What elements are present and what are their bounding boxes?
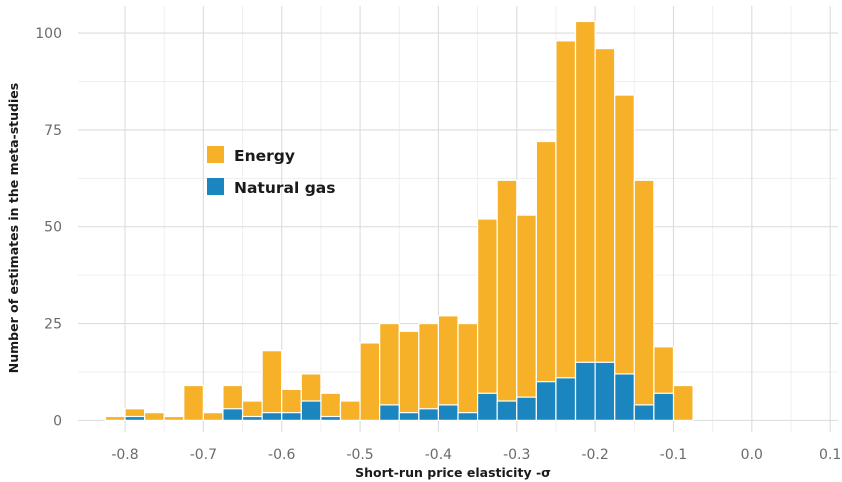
natural-gas-bar	[633, 404, 655, 421]
legend-swatch-natural-gas	[207, 178, 224, 195]
energy-bar	[183, 384, 204, 421]
natural-gas-bar	[281, 412, 302, 421]
y-tick-label: 50	[44, 220, 62, 236]
natural-gas-bar	[555, 377, 577, 421]
y-tick-label: 25	[44, 317, 62, 333]
x-axis-ticks: -0.8 -0.7 -0.6 -0.5 -0.4 -0.3 -0.2 -0.1 0.0 0.1	[111, 447, 841, 463]
natural-gas-bar	[476, 392, 498, 421]
natural-gas-bar	[379, 404, 400, 421]
natural-gas-bar	[574, 361, 596, 421]
x-tick-label: -0.6	[268, 447, 295, 463]
legend-label-energy: Energy	[234, 147, 295, 165]
x-tick-label: 0.0	[741, 447, 763, 463]
x-tick-label: -0.4	[425, 447, 452, 463]
legend-label-natural-gas: Natural gas	[234, 179, 335, 197]
energy-bar	[104, 415, 126, 421]
natural-gas-bar	[516, 396, 537, 421]
x-tick-label: 0.1	[819, 447, 841, 463]
legend: Energy Natural gas	[207, 146, 335, 197]
natural-gas-bar	[222, 408, 244, 421]
y-axis-ticks: 0 25 50 75 100	[35, 26, 62, 429]
natural-gas-bar	[124, 415, 146, 421]
series-natural-gas	[124, 361, 675, 421]
energy-bar	[633, 179, 655, 421]
x-tick-label: -0.5	[346, 447, 373, 463]
x-tick-label: -0.2	[581, 447, 608, 463]
natural-gas-bar	[594, 361, 616, 421]
natural-gas-bar	[535, 381, 557, 421]
energy-bar	[614, 94, 635, 421]
natural-gas-bar	[653, 392, 675, 421]
y-tick-label: 100	[35, 26, 62, 42]
legend-swatch-energy	[207, 146, 224, 163]
natural-gas-bar	[398, 412, 420, 421]
y-axis-title: Number of estimates in the meta-studies	[6, 83, 21, 373]
energy-bar	[418, 322, 440, 421]
y-tick-label: 0	[53, 413, 62, 429]
energy-bar	[261, 350, 283, 421]
x-tick-label: -0.3	[503, 447, 530, 463]
energy-bar	[476, 218, 498, 421]
natural-gas-bar	[320, 415, 342, 421]
energy-bar	[574, 20, 596, 421]
natural-gas-bar	[418, 408, 440, 421]
energy-bar	[339, 400, 361, 421]
energy-bar	[457, 322, 479, 421]
energy-bar	[672, 384, 694, 421]
energy-bar	[359, 342, 381, 421]
x-tick-label: -0.1	[660, 447, 687, 463]
energy-bar	[535, 140, 557, 421]
natural-gas-bar	[496, 400, 518, 421]
energy-bar	[496, 179, 518, 421]
energy-bar	[143, 412, 165, 421]
natural-gas-bar	[457, 412, 479, 421]
series-energy	[104, 20, 694, 421]
energy-bar	[163, 415, 185, 421]
x-tick-label: -0.7	[190, 447, 217, 463]
natural-gas-bar	[437, 404, 459, 421]
histogram-bars	[104, 20, 694, 421]
x-tick-label: -0.8	[111, 447, 138, 463]
y-tick-label: 75	[44, 123, 62, 139]
natural-gas-bar	[241, 415, 263, 421]
natural-gas-bar	[300, 400, 322, 421]
energy-bar	[202, 412, 224, 421]
energy-bar	[516, 214, 537, 421]
x-axis-title: Short-run price elasticity -σ	[355, 465, 551, 480]
energy-bar	[555, 40, 577, 421]
natural-gas-bar	[614, 373, 635, 421]
natural-gas-bar	[261, 412, 283, 421]
energy-bar	[398, 330, 420, 421]
